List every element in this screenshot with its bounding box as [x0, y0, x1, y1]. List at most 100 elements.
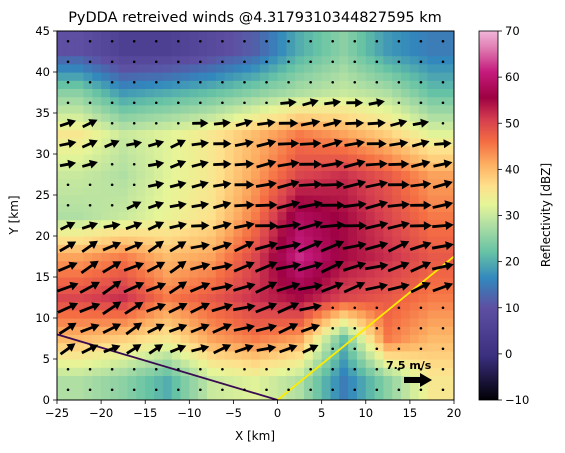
heatmap-cell: [356, 367, 367, 376]
heatmap-cell: [206, 260, 217, 270]
heatmap-cell: [233, 55, 243, 65]
heatmap-cell: [268, 318, 279, 327]
heatmap-cell: [356, 63, 367, 73]
heatmap-cell: [127, 72, 137, 81]
heatmap-cell: [251, 391, 261, 400]
heatmap-cell: [118, 129, 129, 139]
heatmap-cell: [65, 154, 76, 163]
wind-arrow: [300, 118, 321, 128]
heatmap-cell: [383, 145, 393, 155]
wind-arrow: [191, 139, 209, 149]
heatmap-cell: [259, 227, 270, 237]
heatmap-cell: [74, 391, 85, 400]
heatmap-cell: [445, 203, 454, 212]
heatmap-cell: [242, 350, 252, 360]
heatmap-cell: [206, 113, 217, 122]
wind-arrow: [343, 179, 367, 189]
heatmap-cell: [445, 96, 454, 106]
heatmap-cell: [92, 145, 102, 155]
heatmap-cell: [118, 285, 129, 294]
heatmap-cell: [427, 326, 437, 335]
heatmap-cell: [418, 211, 429, 221]
heatmap-cell: [136, 96, 146, 106]
heatmap-cell: [356, 285, 367, 294]
heatmap-cell: [409, 260, 420, 270]
heatmap-cell: [259, 334, 270, 344]
heatmap-cell: [233, 178, 243, 188]
wind-arrow: [169, 241, 187, 253]
heatmap-cell: [118, 252, 129, 262]
wind-arrow: [123, 261, 145, 272]
heatmap-cell: [418, 129, 429, 139]
heatmap-cell: [251, 236, 261, 245]
wind-arrow: [221, 101, 224, 105]
heatmap-cell: [304, 285, 314, 294]
heatmap-cell: [145, 309, 155, 319]
heatmap-cell: [242, 293, 252, 303]
heatmap-cell: [383, 309, 393, 319]
wind-arrow: [110, 80, 114, 84]
heatmap-cell: [109, 293, 120, 303]
heatmap-cell: [401, 367, 411, 376]
heatmap-cell: [286, 31, 296, 40]
heatmap-cell: [233, 113, 243, 122]
heatmap-cell: [277, 268, 287, 278]
heatmap-cell: [409, 186, 420, 196]
wind-arrow: [298, 282, 323, 291]
heatmap-cell: [286, 195, 296, 204]
heatmap-cell: [312, 367, 323, 376]
heatmap-cell: [374, 113, 385, 122]
heatmap-cell: [436, 145, 446, 155]
heatmap-cell: [268, 350, 279, 360]
heatmap-cell: [348, 113, 358, 122]
heatmap-cell: [74, 359, 85, 368]
heatmap-cell: [215, 375, 226, 385]
wind-arrow: [243, 80, 246, 84]
heatmap-cell: [180, 334, 190, 344]
heatmap-cell: [365, 55, 376, 65]
x-axis-ticks: −25 −20 −15 −10 −5 0 5 10 15 20: [45, 400, 461, 420]
heatmap-cell: [215, 293, 226, 303]
wind-arrow: [320, 240, 345, 253]
heatmap-cell: [242, 39, 252, 48]
heatmap-cell: [339, 367, 349, 376]
wind-arrow: [331, 39, 334, 43]
wind-arrow: [410, 200, 432, 210]
heatmap-cell: [348, 121, 358, 130]
heatmap-cell: [436, 104, 446, 114]
heatmap-cell: [295, 383, 305, 393]
heatmap-cell: [304, 129, 314, 139]
heatmap-cell: [74, 39, 85, 48]
heatmap-cell: [145, 342, 155, 352]
wind-arrow: [102, 323, 122, 334]
wind-arrow: [57, 261, 78, 273]
heatmap-cell: [418, 55, 429, 65]
heatmap-cell: [392, 268, 402, 278]
heatmap-cell: [136, 334, 146, 344]
heatmap-cell: [312, 186, 323, 196]
heatmap-cell: [436, 318, 446, 327]
heatmap-cell: [83, 195, 93, 204]
heatmap-cell: [286, 63, 296, 73]
heatmap-cell: [171, 96, 182, 106]
heatmap-cell: [374, 350, 385, 360]
heatmap-cell: [242, 55, 252, 65]
heatmap-cell: [101, 318, 111, 327]
heatmap-cell: [418, 154, 429, 163]
wind-arrow: [212, 241, 233, 251]
heatmap-cell: [251, 342, 261, 352]
heatmap-cell: [74, 244, 85, 253]
heatmap-cell: [101, 367, 111, 376]
heatmap-cell: [259, 129, 270, 139]
heatmap-cell: [127, 268, 137, 278]
heatmap-cell: [401, 129, 411, 139]
heatmap-cell: [383, 121, 393, 130]
heatmap-cell: [268, 285, 279, 294]
heatmap-cell: [189, 252, 199, 262]
heatmap-cell: [215, 121, 226, 130]
heatmap-cell: [127, 195, 137, 204]
heatmap-cell: [418, 145, 429, 155]
wind-arrow: [234, 240, 255, 253]
wind-arrow: [57, 281, 79, 293]
heatmap-cell: [321, 129, 332, 139]
